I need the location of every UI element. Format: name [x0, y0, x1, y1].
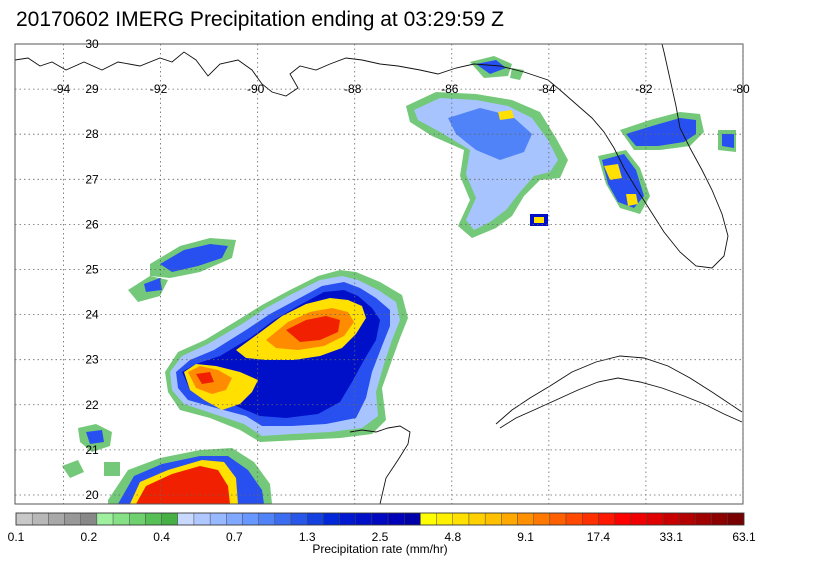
colorbar-swatch — [436, 512, 454, 526]
colorbar-swatch — [323, 512, 340, 526]
lat-tick-label: 26 — [85, 217, 99, 231]
lon-tick-label: -80 — [732, 82, 750, 96]
lat-tick-label: 28 — [85, 127, 99, 141]
lat-tick-label: 22 — [85, 398, 99, 412]
colorbar-label: 9.1 — [517, 530, 534, 544]
colorbar-swatch — [517, 512, 534, 526]
colorbar-swatch — [339, 512, 356, 526]
colorbar-swatch — [80, 512, 98, 526]
colorbar-label: 63.1 — [732, 530, 756, 544]
colorbar-label: 0.1 — [8, 530, 25, 544]
colorbar-swatch — [242, 512, 259, 526]
colorbar-swatch — [177, 512, 195, 526]
lat-tick-label: 24 — [85, 308, 99, 322]
latitude-labels: 30 29 28 27 26 25 24 23 22 21 20 — [85, 37, 99, 502]
colorbar-swatch — [226, 512, 243, 526]
rain-area-red — [196, 316, 340, 384]
longitude-labels: -94 -92 -90 -88 -86 -84 -82 -80 — [53, 82, 750, 96]
colorbar-label: 0.2 — [80, 530, 97, 544]
colorbar-swatch — [549, 512, 567, 526]
lon-tick-label: -88 — [344, 82, 362, 96]
colorbar-swatch — [355, 512, 373, 526]
colorbar-swatch — [387, 512, 405, 526]
colorbar-label: 1.3 — [299, 530, 316, 544]
colorbar-swatch — [711, 512, 729, 526]
colorbar-swatch — [695, 512, 712, 526]
lat-tick-label: 20 — [85, 488, 99, 502]
colorbar-swatch — [209, 512, 227, 526]
colorbar-swatch — [468, 512, 486, 526]
yucatan-coast — [349, 425, 411, 504]
colorbar-swatch — [646, 512, 664, 526]
lon-tick-label: -82 — [635, 82, 653, 96]
colorbar-label: 4.8 — [444, 530, 461, 544]
colorbar-swatch — [501, 512, 518, 526]
colorbar-label: 0.7 — [226, 530, 243, 544]
colorbar-swatch — [404, 512, 421, 526]
colorbar-swatch — [307, 512, 324, 526]
colorbar-swatch — [193, 512, 211, 526]
lon-tick-label: -92 — [150, 82, 168, 96]
map-frame — [14, 43, 744, 505]
colorbar-swatch — [582, 512, 599, 526]
lon-tick-label: -86 — [441, 82, 459, 96]
lat-tick-label: 29 — [85, 82, 99, 96]
colorbar-swatch — [662, 512, 680, 526]
colorbar-label: 17.4 — [587, 530, 611, 544]
colorbar-swatch — [630, 512, 648, 526]
colorbar-swatch — [679, 512, 696, 526]
colorbar-swatch — [452, 512, 470, 526]
lat-tick-label: 25 — [85, 262, 99, 276]
colorbar-swatch — [31, 512, 49, 526]
colorbar-swatch — [290, 512, 308, 526]
colorbar — [15, 512, 745, 526]
colorbar-swatch — [96, 512, 114, 526]
colorbar-swatch — [727, 512, 745, 526]
colorbar-swatch — [484, 512, 502, 526]
gulf-coast-north — [15, 44, 729, 269]
colorbar-label: 0.4 — [153, 530, 170, 544]
colorbar-label: 2.5 — [372, 530, 389, 544]
colorbar-swatch — [598, 512, 615, 526]
map-title: 20170602 IMERG Precipitation ending at 0… — [16, 8, 504, 31]
lat-lon-grid — [15, 44, 744, 504]
colorbar-border — [15, 512, 745, 526]
coastline — [15, 44, 743, 504]
colorbar-labels: 0.1 0.2 0.4 0.7 1.3 2.5 4.8 9.1 17.4 33.1 63.1 — [8, 530, 756, 544]
lat-tick-label: 30 — [85, 37, 99, 51]
cuba-coast — [495, 355, 743, 429]
lat-tick-label: 21 — [85, 443, 99, 457]
lat-tick-label: 27 — [85, 172, 99, 186]
colorbar-swatch — [161, 512, 178, 526]
colorbar-swatch — [614, 512, 631, 526]
precipitation-field — [62, 56, 736, 504]
colorbar-swatch — [565, 512, 583, 526]
colorbar-swatch — [145, 512, 162, 526]
lon-tick-label: -84 — [538, 82, 556, 96]
colorbar-swatch — [420, 512, 437, 526]
colorbar-swatch — [258, 512, 276, 526]
colorbar-swatch — [48, 512, 65, 526]
colorbar-swatch — [129, 512, 146, 526]
colorbar-swatch — [15, 512, 33, 526]
colorbar-swatch — [274, 512, 292, 526]
colorbar-swatch — [371, 512, 389, 526]
colorbar-title: Precipitation rate (mm/hr) — [312, 542, 447, 556]
colorbar-label: 33.1 — [660, 530, 684, 544]
colorbar-swatch — [533, 512, 551, 526]
lon-tick-label: -94 — [53, 82, 71, 96]
lat-tick-label: 23 — [85, 353, 99, 367]
lon-tick-label: -90 — [247, 82, 265, 96]
colorbar-swatch — [64, 512, 81, 526]
colorbar-swatch — [112, 512, 130, 526]
